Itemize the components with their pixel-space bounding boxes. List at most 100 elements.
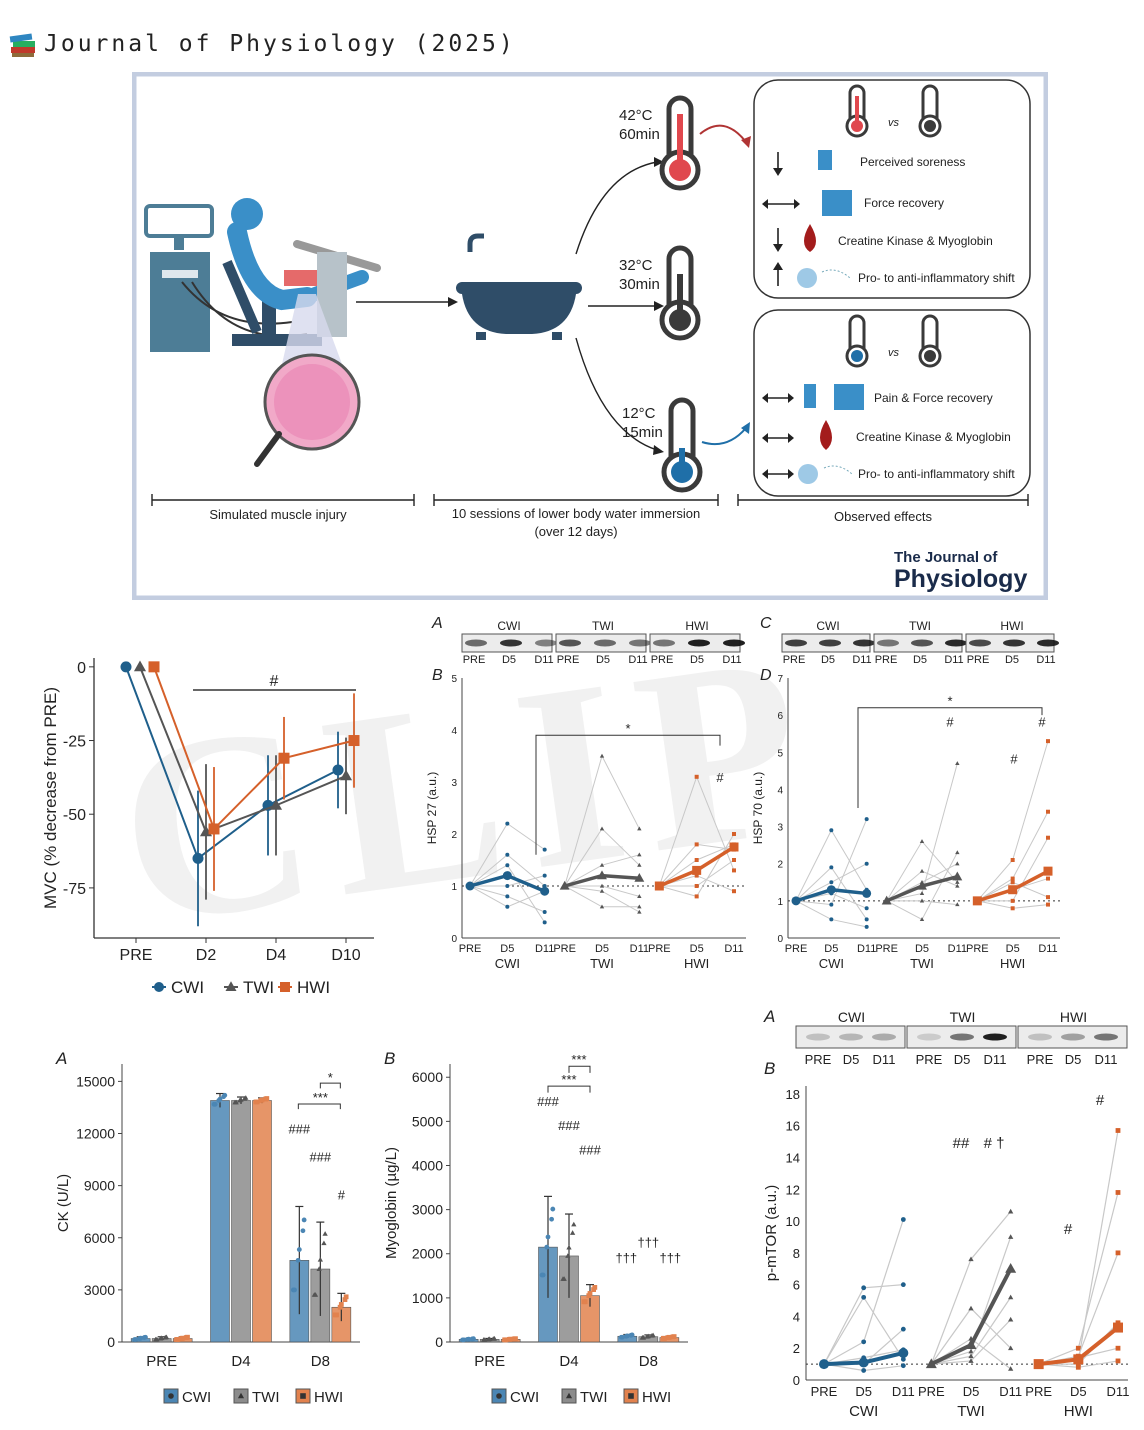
y-tick-label: 5000 bbox=[412, 1113, 443, 1129]
x-tick-label: D8 bbox=[639, 1353, 658, 1370]
hot-temp: 42°C bbox=[619, 107, 653, 124]
dynamometer-illustration bbox=[144, 198, 381, 467]
legend-label: TWI bbox=[252, 1389, 280, 1406]
individual-point bbox=[1008, 1208, 1014, 1214]
individual-point bbox=[1008, 1366, 1014, 1371]
individual-point bbox=[1008, 1234, 1014, 1239]
mvc-x-tick-label: D4 bbox=[266, 947, 287, 964]
blot-band bbox=[969, 639, 991, 647]
sig-star: * bbox=[625, 721, 630, 736]
data-point bbox=[671, 1334, 677, 1339]
data-point bbox=[295, 1257, 301, 1263]
blot-lane-label: D5 bbox=[502, 654, 516, 666]
blot-lane-label: PRE bbox=[805, 1052, 832, 1067]
individual-point bbox=[637, 852, 642, 857]
y-tick-label: 18 bbox=[786, 1087, 800, 1102]
data-point bbox=[571, 1221, 577, 1227]
data-point bbox=[185, 1334, 190, 1340]
force-icon bbox=[822, 190, 852, 216]
cold-effect-1: Pain & Force recovery bbox=[874, 391, 993, 405]
data-point bbox=[222, 1092, 228, 1098]
legend-marker bbox=[496, 1393, 502, 1399]
hsp70-figure: C CWI PRE D5 D11 TWI PRE D5 D11 HWI PRE D5 D11 D 0 1 2 3 4… bbox=[751, 615, 1060, 971]
individual-point bbox=[732, 889, 736, 894]
individual-point bbox=[861, 1285, 867, 1291]
y-axis-label: Myoglobin (µg/L) bbox=[383, 1147, 400, 1259]
sig-star: * bbox=[947, 694, 952, 709]
individual-point bbox=[1008, 1345, 1014, 1351]
data-point bbox=[482, 1337, 488, 1342]
blot-band bbox=[1037, 639, 1059, 647]
group-label: CWI bbox=[819, 956, 844, 971]
journal-logo-line2: Physiology bbox=[894, 565, 1027, 593]
individual-point bbox=[637, 894, 642, 898]
individual-point bbox=[1046, 895, 1050, 900]
individual-point bbox=[694, 894, 699, 899]
data-point bbox=[138, 1335, 144, 1341]
blot-lane-label: D11 bbox=[628, 654, 647, 666]
mean-point-twi bbox=[952, 871, 963, 881]
blot-band bbox=[839, 1033, 863, 1041]
blot-lane-label: PRE bbox=[875, 654, 898, 666]
x-tick-label: D5 bbox=[500, 943, 514, 955]
panel-letter: B bbox=[384, 1049, 395, 1068]
blot-band bbox=[785, 639, 807, 647]
caption-brackets bbox=[151, 494, 1029, 506]
y-tick-label: 16 bbox=[786, 1119, 800, 1134]
mvc-series-line-cwi bbox=[125, 666, 339, 861]
caption-immersion-2: (over 12 days) bbox=[534, 524, 617, 539]
individual-point bbox=[599, 753, 605, 758]
hot-effect-rows: Perceived soreness Force recovery Creati… bbox=[762, 150, 1015, 288]
individual-point bbox=[919, 891, 925, 896]
x-tick-label: PRE bbox=[648, 943, 671, 955]
x-tick-label: PRE bbox=[966, 943, 989, 955]
mvc-point-cwi bbox=[120, 661, 132, 673]
individual-point bbox=[732, 832, 736, 836]
x-tick-label: D5 bbox=[1006, 943, 1020, 955]
blot-band bbox=[877, 639, 899, 647]
mean-point-hwi bbox=[1113, 1322, 1123, 1333]
mean-point-twi bbox=[634, 873, 645, 882]
blot-band bbox=[535, 639, 557, 647]
group-label: HWI bbox=[1064, 1403, 1093, 1420]
y-tick-label: 6000 bbox=[412, 1069, 443, 1085]
blot-band bbox=[1003, 639, 1025, 647]
books-icon bbox=[9, 33, 35, 57]
hot-thermometer-icon bbox=[659, 95, 701, 191]
blot-group-label: CWI bbox=[497, 619, 520, 633]
thermo-temp: 32°C bbox=[619, 257, 653, 274]
individual-point bbox=[955, 861, 960, 866]
data-point bbox=[163, 1334, 170, 1340]
data-point bbox=[175, 1337, 181, 1342]
individual-point bbox=[1046, 902, 1050, 907]
mvc-series-line-hwi bbox=[153, 666, 355, 831]
data-point bbox=[334, 1312, 339, 1318]
individual-line bbox=[1038, 1130, 1119, 1365]
blot-lane-label: PRE bbox=[651, 654, 674, 666]
x-tick-label: D11 bbox=[535, 943, 554, 955]
mvc-legend-marker bbox=[225, 981, 237, 991]
data-point bbox=[513, 1336, 518, 1342]
data-point bbox=[317, 1256, 323, 1262]
individual-point bbox=[900, 1217, 906, 1222]
individual-point bbox=[1075, 1364, 1081, 1370]
sig-bracket bbox=[535, 734, 721, 855]
y-tick-label: 0 bbox=[777, 934, 783, 945]
blot-group-label: TWI bbox=[909, 619, 931, 633]
mvc-legend-label: HWI bbox=[297, 978, 330, 997]
panel-letter: A bbox=[55, 1049, 67, 1068]
legend-marker bbox=[628, 1393, 634, 1399]
individual-point bbox=[637, 909, 642, 914]
mvc-point-hwi bbox=[278, 752, 290, 764]
hot-effect-2: Force recovery bbox=[864, 196, 944, 210]
y-tick-label: 15000 bbox=[76, 1073, 115, 1089]
individual-point bbox=[1046, 809, 1050, 814]
data-point bbox=[508, 1336, 514, 1342]
y-tick-label: 5 bbox=[777, 748, 783, 759]
mean-point-hwi bbox=[1073, 1354, 1084, 1365]
legend-marker bbox=[237, 1392, 245, 1399]
hot-vs-thermometer-icon bbox=[845, 84, 869, 138]
data-point bbox=[624, 1333, 630, 1339]
y-tick-label: 12 bbox=[786, 1182, 800, 1197]
cold-vs-label: vs bbox=[888, 347, 900, 359]
